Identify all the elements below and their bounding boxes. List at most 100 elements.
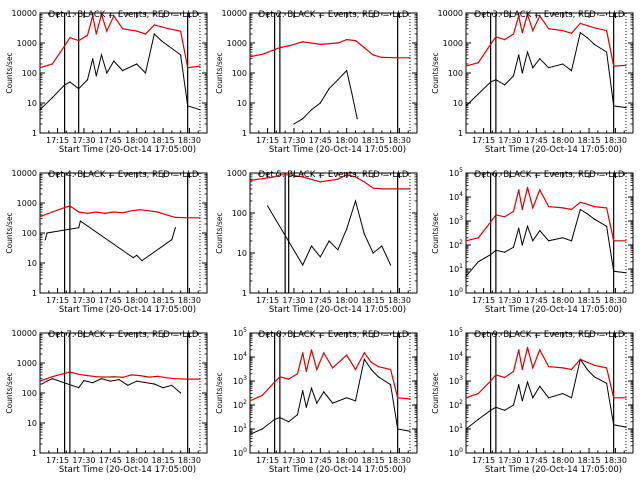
- lld-data-point: [274, 49, 276, 51]
- lld-data-point: [337, 42, 339, 44]
- x-tick-label: 17:45: [99, 136, 122, 145]
- events-data-point: [490, 409, 492, 411]
- lld-data-point: [526, 13, 529, 15]
- lld-data-point: [51, 376, 53, 378]
- events-data-point: [354, 200, 357, 202]
- events-data-point: [495, 79, 497, 81]
- y-tick-label: 1000: [17, 39, 37, 48]
- lld-data-point: [249, 400, 251, 402]
- lld-data-point: [180, 30, 182, 32]
- x-tick-label: 18:15: [578, 136, 601, 145]
- events-data-point: [41, 383, 43, 385]
- lld-data-point: [606, 30, 608, 32]
- y-tick-label: 100: [22, 389, 37, 398]
- events-data-point: [64, 84, 66, 86]
- lld-data-point: [495, 214, 497, 216]
- events-data-point: [78, 227, 80, 229]
- events-data-point: [100, 54, 103, 56]
- events-data-point: [296, 414, 299, 416]
- y-tick-label: 105: [449, 167, 463, 178]
- lld-data-point: [302, 41, 304, 43]
- y-axis-label: Counts/sec: [5, 212, 14, 253]
- y-tick-label: 100: [233, 447, 247, 458]
- lld-data-point: [261, 394, 263, 396]
- events-data-point: [390, 384, 392, 386]
- x-axis-label: Start Time (20-Oct-14 17:05:00): [485, 305, 622, 315]
- lld-data-point: [160, 26, 162, 28]
- lld-data-point: [86, 375, 89, 377]
- lld-data-point: [279, 376, 281, 378]
- lld-series-line: [39, 371, 200, 382]
- y-tick-label: 100: [22, 229, 37, 238]
- lld-data-point: [518, 349, 520, 351]
- lld-data-point: [39, 380, 41, 382]
- lld-data-point: [504, 216, 506, 218]
- lld-data-point: [249, 56, 251, 58]
- lld-data-point: [521, 208, 523, 211]
- lld-data-point: [397, 188, 399, 190]
- lld-data-point: [381, 188, 383, 190]
- lld-data-point: [477, 392, 479, 395]
- events-data-point: [532, 397, 534, 399]
- y-tick-label: 1: [32, 129, 37, 138]
- lld-data-point: [512, 370, 515, 372]
- panel-title: Det 5: BLACK = Events, RED = LLD: [259, 170, 409, 180]
- lld-data-point: [288, 378, 290, 380]
- events-data-point: [69, 81, 71, 83]
- lld-data-point: [539, 189, 541, 191]
- events-data-point: [512, 404, 515, 406]
- lld-data-point: [86, 34, 89, 36]
- x-tick-label: 17:15: [472, 296, 495, 305]
- lld-data-point: [625, 397, 627, 399]
- events-data-point: [51, 378, 53, 380]
- lld-data-point: [113, 15, 115, 17]
- events-data-point: [337, 249, 339, 251]
- y-tick-label: 10: [237, 99, 247, 108]
- events-data-point: [526, 381, 529, 383]
- events-data-point: [512, 75, 515, 77]
- events-data-point: [100, 378, 103, 380]
- events-data-point: [127, 384, 129, 386]
- lld-data-point: [562, 207, 564, 209]
- y-tick-label: 10000: [12, 9, 37, 18]
- x-tick-label: 17:30: [72, 296, 95, 305]
- panel-title: Det 1: BLACK = Events, RED = LLD: [49, 10, 199, 20]
- lld-data-point: [104, 212, 106, 214]
- y-tick-label: 105: [449, 327, 463, 338]
- x-tick-label: 18:30: [388, 296, 411, 305]
- lld-data-point: [69, 205, 71, 207]
- events-data-point: [397, 428, 399, 430]
- events-data-point: [351, 93, 353, 95]
- events-data-point: [310, 245, 313, 247]
- events-data-point: [153, 33, 155, 35]
- y-axis-label: Counts/sec: [431, 52, 440, 93]
- events-data-point: [521, 244, 523, 246]
- lld-series-line: [465, 347, 626, 399]
- y-axis-label: Counts/sec: [431, 212, 440, 253]
- events-data-point: [106, 72, 108, 74]
- lld-data-point: [363, 47, 365, 49]
- panel-title: Det 7: BLACK = Events, RED = LLD: [49, 330, 199, 340]
- lld-data-point: [495, 374, 497, 376]
- events-data-point: [187, 105, 189, 107]
- lld-data-point: [490, 380, 492, 382]
- x-tick-label: 18:30: [178, 136, 201, 145]
- lld-data-point: [586, 25, 588, 27]
- lld-data-point: [148, 376, 150, 378]
- events-data-point: [570, 397, 573, 399]
- lld-data-point: [166, 377, 168, 379]
- lld-data-point: [477, 62, 479, 64]
- lld-data-point: [465, 240, 467, 242]
- x-tick-label: 18:15: [152, 456, 175, 465]
- y-tick-label: 10: [453, 99, 463, 108]
- lld-data-point: [51, 63, 53, 65]
- events-data-point: [302, 264, 304, 266]
- events-data-point: [136, 254, 138, 256]
- lld-data-point: [579, 201, 581, 203]
- plot-frame: [465, 172, 634, 294]
- events-data-point: [118, 379, 120, 381]
- lld-data-point: [354, 40, 357, 42]
